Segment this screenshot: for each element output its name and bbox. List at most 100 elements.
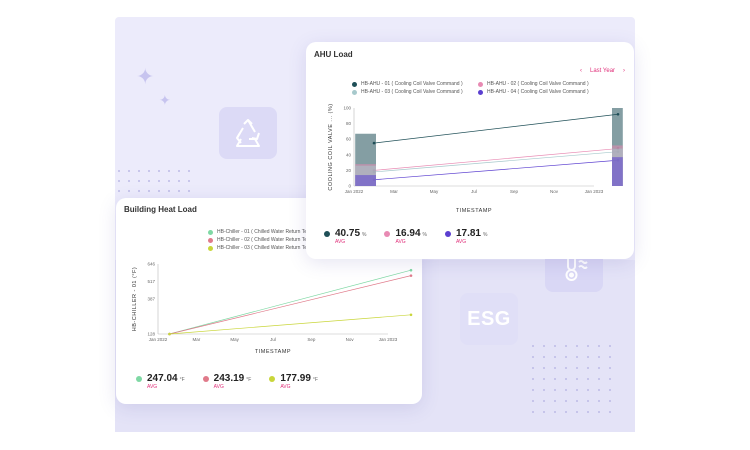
- x-tick-label: May: [230, 337, 239, 342]
- x-tick-label: Mar: [192, 337, 200, 342]
- sparkle-icon: ✦: [136, 64, 155, 89]
- legend-dot-icon: [208, 237, 213, 243]
- y-tick-label: 387: [147, 297, 155, 302]
- x-tick-label: Sep: [510, 189, 519, 194]
- legend-dot-icon: [352, 81, 357, 87]
- stat-unit: %: [483, 231, 488, 238]
- stat-label: AVG: [147, 384, 158, 390]
- recycle-icon: [236, 119, 260, 147]
- stat-dot-icon: [269, 375, 276, 382]
- stat-dot-icon: [324, 230, 330, 237]
- data-point: [409, 313, 413, 317]
- legend-item[interactable]: HB-AHU - 01 ( Cooling Coil Valve Command…: [352, 80, 478, 88]
- stat-dot-icon: [384, 230, 391, 237]
- x-tick-label: Jan 2022: [149, 337, 168, 342]
- chevron-left-icon[interactable]: ‹: [580, 68, 582, 74]
- x-tick-label: Jul: [270, 337, 276, 342]
- legend-dot-icon: [478, 81, 483, 87]
- legend-dot-icon: [208, 245, 213, 251]
- legend-item[interactable]: HB-AHU - 03 ( Cooling Coil Valve Command…: [352, 88, 478, 96]
- data-point: [409, 274, 413, 277]
- recycle-tile: [219, 107, 277, 159]
- stat-unit: °F: [179, 376, 185, 383]
- stat-label: AVG: [455, 239, 467, 245]
- ahu-legend: HB-AHU - 01 ( Cooling Coil Valve Command…: [352, 80, 604, 96]
- y-tick-label: 517: [147, 279, 155, 284]
- esg-tile: ESG: [460, 293, 518, 345]
- ahu-chart[interactable]: 0 20 40 60 80 100 Jan 2022 Mar May Jul Sep Nov Jan 2…: [316, 102, 626, 220]
- stat-unit: %: [362, 231, 367, 238]
- legend-dot-icon: [352, 89, 357, 95]
- series-line: [373, 148, 619, 171]
- chevron-right-icon[interactable]: ›: [623, 68, 626, 74]
- y-tick-label: 60: [346, 137, 352, 142]
- stat-value: 247.04: [147, 373, 178, 384]
- ahu-load-card: AHU Load ‹ Last Year › HB-AHU - 01 ( Coo…: [306, 42, 634, 259]
- stat-label: AVG: [335, 239, 346, 245]
- stat-dot-icon: [136, 375, 142, 382]
- stat-value: 16.94: [395, 228, 421, 239]
- x-tick-label: Jan 2023: [585, 189, 604, 194]
- period-label[interactable]: Last Year: [590, 68, 616, 74]
- building-chart[interactable]: 128 387 517 646 Jan 2022 Mar May Jul Sep Nov Jan 2…: [124, 260, 414, 365]
- series-line: [169, 275, 412, 335]
- y-tick-label: 646: [147, 262, 155, 267]
- legend-item[interactable]: HB-AHU - 04 ( Cooling Coil Valve Command…: [478, 88, 604, 96]
- series-line: [373, 159, 619, 181]
- card-title: AHU Load: [314, 50, 353, 59]
- stat-unit: °F: [246, 376, 252, 383]
- y-tick-label: 20: [346, 168, 352, 173]
- stat-item: 177.99 °F AVG: [269, 373, 318, 390]
- y-axis-title: HB-CHILLER - 01 (°F): [132, 267, 138, 331]
- stat-value: 40.75: [335, 228, 361, 239]
- legend-dot-icon: [478, 89, 483, 95]
- stat-item: 16.94% AVG: [384, 228, 427, 245]
- sparkle-icon: ✦: [159, 92, 171, 108]
- x-axis-title: TIMESTAMP: [456, 208, 492, 214]
- stat-unit: %: [422, 231, 427, 238]
- series-band: [612, 157, 623, 186]
- stat-value: 177.99: [280, 373, 311, 384]
- dot-grid: [532, 345, 611, 413]
- x-tick-label: Nov: [550, 189, 559, 194]
- building-legend: HB-Chiller - 01 ( Chilled Water Return T…: [208, 228, 311, 252]
- dot-grid: [118, 170, 190, 192]
- y-axis-title: COOLING COIL VALVE ... (%): [328, 103, 334, 190]
- period-selector: ‹ Last Year ›: [580, 68, 625, 74]
- y-tick-label: 100: [343, 106, 351, 111]
- legend-item[interactable]: HB-Chiller - 01 ( Chilled Water Return T…: [208, 228, 311, 236]
- x-tick-label: May: [430, 189, 439, 194]
- stat-dot-icon: [444, 230, 451, 237]
- x-tick-label: Sep: [307, 337, 316, 342]
- legend-item[interactable]: HB-AHU - 02 ( Cooling Coil Valve Command…: [478, 80, 604, 88]
- data-point: [409, 268, 413, 272]
- stat-item: 40.75% AVG: [324, 228, 366, 245]
- x-tick-label: Mar: [390, 189, 398, 194]
- legend-dot-icon: [208, 229, 213, 235]
- y-tick-label: 128: [147, 332, 155, 337]
- y-tick-label: 0: [348, 184, 351, 189]
- stat-value: 17.81: [455, 228, 481, 239]
- stat-value: 243.19: [213, 373, 245, 384]
- series-line: [169, 314, 412, 335]
- x-tick-label: Jul: [471, 189, 477, 194]
- building-stats: 247.04 °F AVG 243.19 °F AVG 177.99 °F AVG: [136, 373, 318, 390]
- data-point: [168, 332, 171, 336]
- series-line: [373, 113, 619, 144]
- stat-label: AVG: [280, 384, 291, 390]
- x-tick-label: Jan 2023: [379, 337, 398, 342]
- y-tick-label: 80: [346, 121, 352, 126]
- stat-label: AVG: [395, 239, 406, 245]
- stat-item: 247.04 °F AVG: [136, 373, 185, 390]
- series-band: [355, 175, 376, 186]
- stat-item: 243.19 °F AVG: [202, 373, 252, 390]
- x-tick-label: Jan 2022: [345, 189, 364, 194]
- x-tick-label: Nov: [346, 337, 355, 342]
- card-title: Building Heat Load: [124, 205, 197, 214]
- y-tick-label: 40: [346, 152, 352, 157]
- legend-item[interactable]: HB-Chiller - 03 ( Chilled Water Return T…: [208, 244, 311, 252]
- series-line: [169, 269, 412, 335]
- stat-dot-icon: [202, 375, 209, 382]
- legend-item[interactable]: HB-Chiller - 02 ( Chilled Water Return T…: [208, 236, 311, 244]
- stat-unit: °F: [312, 376, 318, 383]
